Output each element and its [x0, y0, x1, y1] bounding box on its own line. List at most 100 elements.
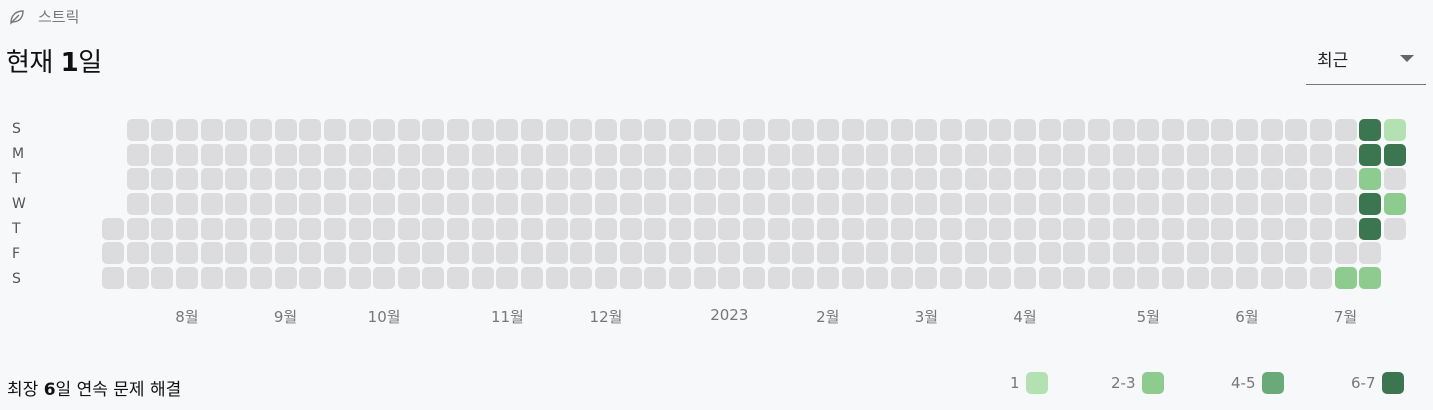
streak-cell[interactable] [299, 168, 322, 191]
streak-cell[interactable] [1014, 143, 1036, 166]
streak-cell[interactable] [1359, 242, 1382, 265]
streak-cell[interactable] [1063, 168, 1086, 191]
streak-cell[interactable] [545, 217, 568, 240]
streak-cell[interactable] [126, 119, 149, 141]
streak-cell[interactable] [1038, 192, 1061, 215]
streak-cell[interactable] [1309, 192, 1332, 215]
streak-cell[interactable] [1112, 192, 1135, 215]
streak-cell[interactable] [521, 168, 543, 191]
streak-cell[interactable] [1235, 143, 1258, 166]
streak-cell[interactable] [126, 266, 149, 289]
streak-cell[interactable] [989, 168, 1012, 191]
streak-cell[interactable] [792, 192, 815, 215]
streak-cell[interactable] [249, 143, 272, 166]
streak-cell[interactable] [816, 217, 839, 240]
streak-cell[interactable] [175, 168, 198, 191]
streak-cell[interactable] [373, 143, 396, 166]
streak-cell[interactable] [1137, 119, 1160, 141]
streak-cell[interactable] [1014, 217, 1036, 240]
streak-cell[interactable] [866, 143, 889, 166]
streak-cell[interactable] [471, 266, 494, 289]
streak-cell[interactable] [225, 143, 248, 166]
streak-cell[interactable] [397, 168, 420, 191]
streak-cell[interactable] [1112, 217, 1135, 240]
streak-cell[interactable] [767, 143, 790, 166]
streak-cell[interactable] [595, 217, 617, 240]
streak-cell[interactable] [422, 168, 445, 191]
streak-cell[interactable] [299, 119, 322, 141]
streak-cell[interactable] [866, 266, 889, 289]
streak-cell[interactable] [792, 168, 815, 191]
streak-cell[interactable] [1162, 217, 1184, 240]
streak-cell[interactable] [792, 266, 815, 289]
streak-cell[interactable] [570, 168, 593, 191]
streak-cell[interactable] [447, 217, 470, 240]
streak-cell[interactable] [915, 119, 938, 141]
streak-cell[interactable] [595, 192, 617, 215]
streak-cell[interactable] [496, 192, 519, 215]
streak-cell[interactable] [1260, 143, 1283, 166]
streak-cell[interactable] [1112, 266, 1135, 289]
streak-cell[interactable] [151, 242, 174, 265]
streak-cell[interactable] [1038, 217, 1061, 240]
streak-cell[interactable] [1383, 119, 1406, 141]
streak-cell[interactable] [940, 192, 963, 215]
streak-cell[interactable] [151, 119, 174, 141]
streak-cell[interactable] [1235, 217, 1258, 240]
streak-cell[interactable] [1014, 242, 1036, 265]
streak-cell[interactable] [348, 266, 371, 289]
streak-cell[interactable] [964, 217, 987, 240]
streak-cell[interactable] [989, 242, 1012, 265]
streak-cell[interactable] [521, 143, 543, 166]
streak-cell[interactable] [964, 119, 987, 141]
streak-cell[interactable] [595, 143, 617, 166]
streak-cell[interactable] [1186, 217, 1209, 240]
streak-cell[interactable] [816, 168, 839, 191]
streak-cell[interactable] [767, 266, 790, 289]
streak-cell[interactable] [1162, 192, 1184, 215]
streak-cell[interactable] [1383, 168, 1406, 191]
streak-cell[interactable] [915, 266, 938, 289]
streak-cell[interactable] [274, 266, 297, 289]
streak-cell[interactable] [964, 242, 987, 265]
streak-cell[interactable] [792, 217, 815, 240]
streak-cell[interactable] [126, 143, 149, 166]
streak-cell[interactable] [323, 168, 346, 191]
streak-cell[interactable] [447, 143, 470, 166]
streak-cell[interactable] [1038, 242, 1061, 265]
streak-cell[interactable] [767, 242, 790, 265]
streak-cell[interactable] [102, 266, 124, 289]
streak-cell[interactable] [915, 143, 938, 166]
streak-cell[interactable] [496, 143, 519, 166]
streak-cell[interactable] [718, 143, 741, 166]
streak-cell[interactable] [1137, 266, 1160, 289]
streak-cell[interactable] [397, 217, 420, 240]
streak-cell[interactable] [989, 119, 1012, 141]
streak-cell[interactable] [915, 192, 938, 215]
streak-cell[interactable] [1260, 242, 1283, 265]
streak-cell[interactable] [742, 217, 765, 240]
streak-cell[interactable] [151, 192, 174, 215]
streak-cell[interactable] [644, 119, 667, 141]
streak-cell[interactable] [175, 266, 198, 289]
streak-cell[interactable] [718, 119, 741, 141]
streak-cell[interactable] [348, 143, 371, 166]
streak-cell[interactable] [742, 242, 765, 265]
streak-cell[interactable] [570, 192, 593, 215]
streak-cell[interactable] [422, 266, 445, 289]
streak-cell[interactable] [1162, 242, 1184, 265]
streak-cell[interactable] [1014, 119, 1036, 141]
streak-cell[interactable] [1162, 143, 1184, 166]
streak-cell[interactable] [619, 192, 642, 215]
streak-cell[interactable] [471, 143, 494, 166]
streak-cell[interactable] [718, 192, 741, 215]
streak-cell[interactable] [1112, 143, 1135, 166]
streak-cell[interactable] [274, 119, 297, 141]
streak-cell[interactable] [1285, 168, 1308, 191]
streak-cell[interactable] [619, 143, 642, 166]
streak-cell[interactable] [200, 119, 223, 141]
streak-cell[interactable] [1211, 266, 1234, 289]
streak-cell[interactable] [940, 119, 963, 141]
streak-cell[interactable] [1014, 168, 1036, 191]
streak-cell[interactable] [644, 266, 667, 289]
